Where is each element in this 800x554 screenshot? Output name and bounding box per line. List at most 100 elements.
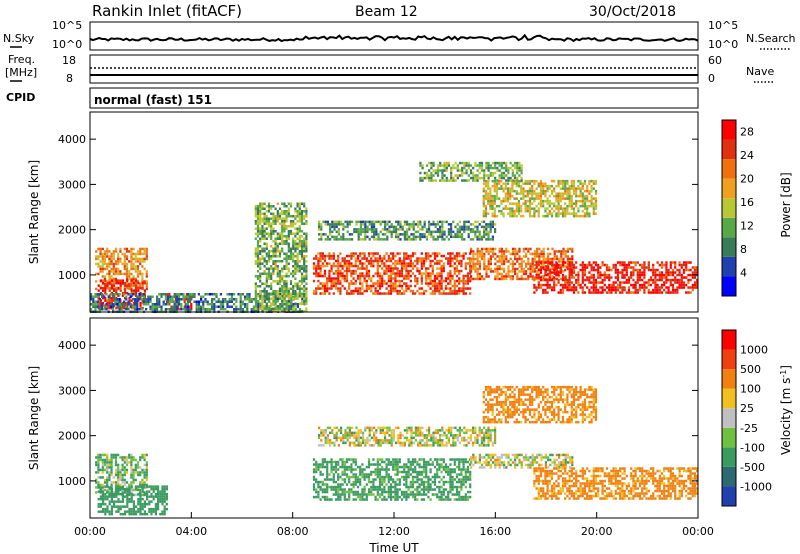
power-cell xyxy=(305,270,308,273)
power-cell xyxy=(458,220,461,224)
power-cell xyxy=(568,187,571,190)
power-cell xyxy=(455,267,459,270)
power-cell xyxy=(483,225,486,229)
power-cell xyxy=(527,267,530,271)
power-cell xyxy=(401,225,404,229)
power-cell xyxy=(117,306,120,310)
power-cell xyxy=(407,287,410,290)
power-cell xyxy=(265,252,268,255)
power-cell xyxy=(588,204,591,208)
power-cell xyxy=(362,228,365,231)
power-cell xyxy=(674,291,677,294)
power-cell xyxy=(97,262,100,266)
power-cell xyxy=(518,262,521,266)
power-cell xyxy=(117,257,120,261)
power-cell xyxy=(263,232,266,235)
power-cell xyxy=(601,278,604,282)
power-cell xyxy=(267,210,271,213)
power-cell xyxy=(395,230,398,234)
power-cell xyxy=(504,197,507,200)
power-cell xyxy=(281,310,284,313)
power-cell xyxy=(414,238,417,241)
power-cell xyxy=(254,222,257,225)
power-cell xyxy=(287,267,290,270)
power-cell xyxy=(503,250,506,253)
power-cell xyxy=(485,164,488,167)
power-cell xyxy=(104,299,107,302)
power-cell xyxy=(568,261,571,264)
velocity-cell xyxy=(112,491,115,494)
power-cell xyxy=(261,250,264,253)
power-cell xyxy=(287,245,290,248)
power-cell xyxy=(614,281,617,284)
power-cell xyxy=(440,264,443,268)
power-cell xyxy=(356,267,360,270)
power-cell xyxy=(305,275,308,278)
power-cell xyxy=(425,259,428,263)
power-cell xyxy=(438,267,441,270)
power-cell xyxy=(303,210,306,213)
power-cell xyxy=(430,161,433,165)
power-cell xyxy=(592,266,595,269)
colorbar-swatch xyxy=(722,159,736,179)
power-cell xyxy=(487,202,490,205)
power-cell xyxy=(632,278,635,282)
power-cell xyxy=(570,263,573,267)
power-cell xyxy=(400,287,404,290)
power-cell xyxy=(597,273,600,277)
power-cell xyxy=(292,292,295,295)
power-cell xyxy=(389,277,393,280)
power-cell xyxy=(507,171,510,175)
power-cell xyxy=(359,262,362,265)
power-cell xyxy=(267,300,271,303)
power-cell xyxy=(487,262,490,266)
velocity-cell xyxy=(130,507,133,511)
power-cell xyxy=(352,272,355,275)
power-cell xyxy=(315,264,318,268)
power-cell xyxy=(337,269,340,273)
power-cell xyxy=(132,252,135,256)
power-cell xyxy=(372,252,375,255)
power-cell xyxy=(289,302,293,305)
power-cell xyxy=(610,288,613,292)
power-cell xyxy=(614,288,617,292)
power-cell xyxy=(564,187,567,190)
power-cell xyxy=(691,271,694,274)
power-cell xyxy=(506,192,510,195)
power-cell xyxy=(94,308,97,311)
power-cell xyxy=(480,169,484,172)
power-cell xyxy=(433,289,437,293)
power-cell xyxy=(145,275,148,278)
power-cell xyxy=(520,192,523,195)
power-cell xyxy=(641,266,644,269)
power-cell xyxy=(515,202,518,205)
power-cell xyxy=(270,255,273,258)
power-cell xyxy=(570,207,573,210)
power-cell xyxy=(128,250,131,253)
power-cell xyxy=(135,279,138,282)
power-cell xyxy=(484,182,488,185)
power-cell xyxy=(299,308,302,311)
power-cell xyxy=(687,278,690,282)
power-cell xyxy=(389,289,393,293)
power-cell xyxy=(135,284,138,287)
power-cell xyxy=(124,281,127,285)
power-cell xyxy=(520,209,523,213)
power-cell xyxy=(458,161,462,165)
power-cell xyxy=(544,291,547,294)
power-cell xyxy=(213,305,216,308)
power-cell xyxy=(378,292,382,295)
power-cell xyxy=(337,272,340,275)
power-cell xyxy=(440,279,443,283)
power-cell xyxy=(373,225,376,229)
power-cell xyxy=(643,261,646,264)
power-cell xyxy=(531,252,534,256)
power-cell xyxy=(112,287,115,291)
colorbar-tick-label: 16 xyxy=(740,196,754,209)
power-cell xyxy=(254,210,257,213)
power-cell xyxy=(455,252,459,255)
power-cell xyxy=(470,260,473,263)
power-cell xyxy=(575,202,578,205)
power-cell xyxy=(303,275,306,278)
power-cell xyxy=(389,282,393,285)
